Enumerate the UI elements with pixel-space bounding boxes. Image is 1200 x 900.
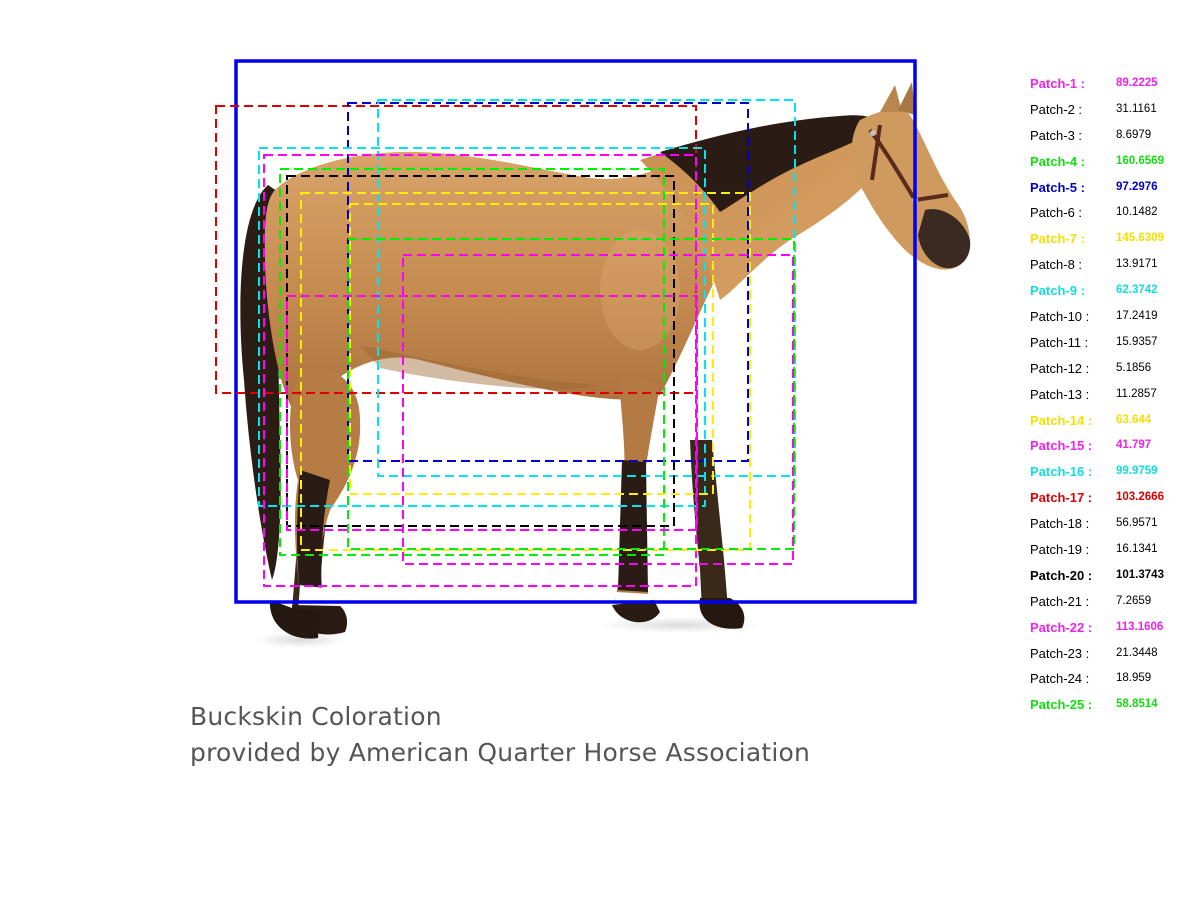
patch-label: Patch-23 : <box>1030 645 1090 661</box>
caption-line-2: provided by American Quarter Horse Assoc… <box>190 738 811 767</box>
patch-label: Patch-13 : <box>1030 386 1090 402</box>
patch-legend-row: Patch-6 : 10.1482 <box>1030 205 1200 231</box>
patch-label: Patch-2 : <box>1030 101 1083 117</box>
patch-value: 15.9357 <box>1116 335 1158 348</box>
patch-label: Patch-12 : <box>1030 360 1090 376</box>
patch-value: 160.6569 <box>1116 154 1164 167</box>
patch-label: Patch-14 : <box>1030 412 1093 428</box>
patch-legend-row: Patch-12 : 5.1856 <box>1030 361 1200 387</box>
patch-legend-row: Patch-11 : 15.9357 <box>1030 335 1200 361</box>
patch-value: 97.2976 <box>1116 180 1158 193</box>
patch-value: 31.1161 <box>1116 102 1157 115</box>
patch-label: Patch-19 : <box>1030 542 1090 558</box>
patch-legend-row: Patch-24 : 18.959 <box>1030 671 1200 697</box>
patch-label: Patch-6 : <box>1030 205 1083 221</box>
patch-legend-row: Patch-16 : 99.9759 <box>1030 464 1200 490</box>
patch-value: 16.1341 <box>1116 543 1158 556</box>
patch-legend-row: Patch-14 : 63.644 <box>1030 413 1200 439</box>
patch-value: 113.1606 <box>1116 620 1164 633</box>
patch-value: 18.959 <box>1116 672 1152 685</box>
patch-value: 21.3448 <box>1116 646 1158 659</box>
patch-value: 103.2666 <box>1116 491 1164 504</box>
patch-legend-row: Patch-15 : 41.797 <box>1030 438 1200 464</box>
patch-value: 99.9759 <box>1116 465 1158 478</box>
patch-rect-yellow-2 <box>349 203 714 495</box>
patch-legend-row: Patch-4 : 160.6569 <box>1030 154 1200 180</box>
patch-legend-row: Patch-7 : 145.6309 <box>1030 231 1200 257</box>
patch-legend-row: Patch-9 : 62.3742 <box>1030 283 1200 309</box>
patch-legend-row: Patch-18 : 56.9571 <box>1030 516 1200 542</box>
patch-label: Patch-16 : <box>1030 464 1093 480</box>
patch-label: Patch-24 : <box>1030 671 1090 687</box>
caption-line-1: Buckskin Coloration <box>190 702 442 731</box>
patch-legend-row: Patch-19 : 16.1341 <box>1030 542 1200 568</box>
patch-label: Patch-20 : <box>1030 567 1093 583</box>
patch-value: 62.3742 <box>1116 284 1158 297</box>
patch-legend-row: Patch-23 : 21.3448 <box>1030 646 1200 672</box>
patch-value: 41.797 <box>1116 439 1152 452</box>
patch-value: 11.2857 <box>1116 387 1157 400</box>
patch-label: Patch-11 : <box>1030 334 1089 350</box>
patch-label: Patch-8 : <box>1030 257 1083 273</box>
patch-value: 5.1856 <box>1116 361 1152 374</box>
patch-rect-green-1 <box>279 168 665 556</box>
patch-label: Patch-3 : <box>1030 127 1083 143</box>
patch-label: Patch-7 : <box>1030 231 1085 247</box>
patch-legend-row: Patch-17 : 103.2666 <box>1030 490 1200 516</box>
patch-legend-row: Patch-20 : 101.3743 <box>1030 568 1200 594</box>
patch-value: 10.1482 <box>1116 206 1158 219</box>
patch-value: 56.9571 <box>1116 517 1158 530</box>
patch-label: Patch-10 : <box>1030 309 1090 325</box>
patch-value: 7.2659 <box>1116 594 1152 607</box>
patch-legend-row: Patch-2 : 31.1161 <box>1030 102 1200 128</box>
patch-label: Patch-1 : <box>1030 76 1085 91</box>
patch-label: Patch-9 : <box>1030 283 1085 299</box>
patch-value: 89.2225 <box>1116 77 1158 89</box>
patch-legend-row: Patch-22 : 113.1606 <box>1030 620 1200 646</box>
patch-legend-row: Patch-1 : 89.2225 <box>1030 76 1200 102</box>
patch-value: 63.644 <box>1116 413 1152 426</box>
patch-legend-row: Patch-13 : 11.2857 <box>1030 387 1200 413</box>
patch-label: Patch-5 : <box>1030 179 1085 195</box>
patch-legend-row: Patch-21 : 7.2659 <box>1030 594 1200 620</box>
patch-legend-row: Patch-8 : 13.9171 <box>1030 257 1200 283</box>
patch-rect-cyan-2 <box>258 147 706 507</box>
patch-legend-row: Patch-3 : 8.6979 <box>1030 128 1200 154</box>
patch-value: 8.6979 <box>1116 128 1152 141</box>
patch-legend-row: Patch-25 : 58.8514 <box>1030 697 1200 723</box>
patch-legend-row: Patch-5 : 97.2976 <box>1030 180 1200 206</box>
patch-rect-magenta-3 <box>286 295 698 531</box>
patch-label: Patch-17 : <box>1030 490 1093 506</box>
bounding-frame <box>234 59 917 604</box>
patch-legend: Patch-1 : 89.2225 Patch-2 : 31.1161 Patch-3 … <box>1030 76 1200 723</box>
patch-label: Patch-18 : <box>1030 516 1090 532</box>
patch-value: 13.9171 <box>1116 258 1158 271</box>
patch-value: 145.6309 <box>1116 232 1164 245</box>
patch-value: 17.2419 <box>1116 310 1158 323</box>
patch-label: Patch-4 : <box>1030 153 1085 169</box>
patch-value: 101.3743 <box>1116 568 1164 581</box>
patch-label: Patch-21 : <box>1030 593 1090 609</box>
patch-legend-row: Patch-10 : 17.2419 <box>1030 309 1200 335</box>
patch-label: Patch-15 : <box>1030 438 1093 454</box>
patch-value: 58.8514 <box>1116 698 1158 711</box>
patch-label: Patch-25 : <box>1030 697 1093 713</box>
patch-rectangles <box>215 99 796 587</box>
patch-rect-blue <box>347 102 749 462</box>
patch-label: Patch-22 : <box>1030 619 1093 635</box>
patch-rect-black <box>286 175 675 527</box>
